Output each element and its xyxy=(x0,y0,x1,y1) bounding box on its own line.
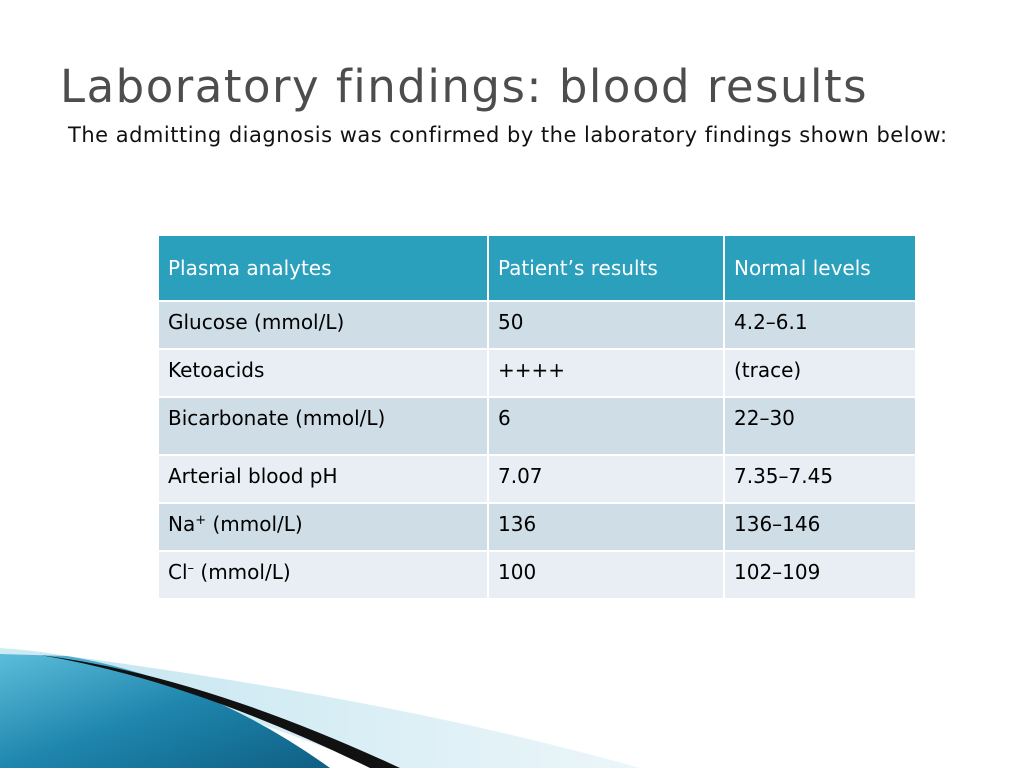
table-row: Cl– (mmol/L) 100 102–109 xyxy=(157,550,917,600)
table-row: Ketoacids ++++ (trace) xyxy=(157,348,917,398)
analyte-unit: (mmol/L) xyxy=(194,560,291,584)
header-plasma-analytes: Plasma analytes xyxy=(157,234,489,302)
swoosh-black-line xyxy=(40,655,400,768)
patient-result-cell: 6 xyxy=(487,396,725,456)
lab-results-table: Plasma analytes Patient’s results Normal… xyxy=(157,234,917,600)
patient-result-cell: 100 xyxy=(487,550,725,600)
normal-level-cell: 136–146 xyxy=(723,502,917,552)
normal-level-cell: 7.35–7.45 xyxy=(723,454,917,504)
normal-level-cell: 102–109 xyxy=(723,550,917,600)
analyte-base: Na xyxy=(168,512,196,536)
slide-subtitle: The admitting diagnosis was confirmed by… xyxy=(68,123,948,147)
swoosh-white-line xyxy=(0,646,160,660)
analyte-unit: (mmol/L) xyxy=(206,512,303,536)
patient-result-cell: 50 xyxy=(487,300,725,350)
table-row: Na+ (mmol/L) 136 136–146 xyxy=(157,502,917,552)
normal-level-cell: 4.2–6.1 xyxy=(723,300,917,350)
table-row: Glucose (mmol/L) 50 4.2–6.1 xyxy=(157,300,917,350)
patient-result-cell: ++++ xyxy=(487,348,725,398)
swoosh-light-band xyxy=(60,655,640,768)
analyte-base: Cl xyxy=(168,560,188,584)
table-row: Bicarbonate (mmol/L) 6 22–30 xyxy=(157,396,917,456)
patient-result-cell: 7.07 xyxy=(487,454,725,504)
swoosh-blue-band xyxy=(0,648,330,768)
patient-result-cell: 136 xyxy=(487,502,725,552)
analyte-cell: Glucose (mmol/L) xyxy=(157,300,489,350)
header-patient-results: Patient’s results xyxy=(487,234,725,302)
analyte-charge: + xyxy=(195,513,207,528)
analyte-charge: – xyxy=(187,561,195,576)
table-row: Arterial blood pH 7.07 7.35–7.45 xyxy=(157,454,917,504)
table-header-row: Plasma analytes Patient’s results Normal… xyxy=(157,234,917,302)
analyte-cell: Ketoacids xyxy=(157,348,489,398)
analyte-cell: Na+ (mmol/L) xyxy=(157,502,489,552)
header-normal-levels: Normal levels xyxy=(723,234,917,302)
normal-level-cell: 22–30 xyxy=(723,396,917,456)
analyte-cell: Arterial blood pH xyxy=(157,454,489,504)
analyte-cell: Cl– (mmol/L) xyxy=(157,550,489,600)
normal-level-cell: (trace) xyxy=(723,348,917,398)
slide-title: Laboratory findings: blood results xyxy=(60,60,869,113)
analyte-cell: Bicarbonate (mmol/L) xyxy=(157,396,489,456)
